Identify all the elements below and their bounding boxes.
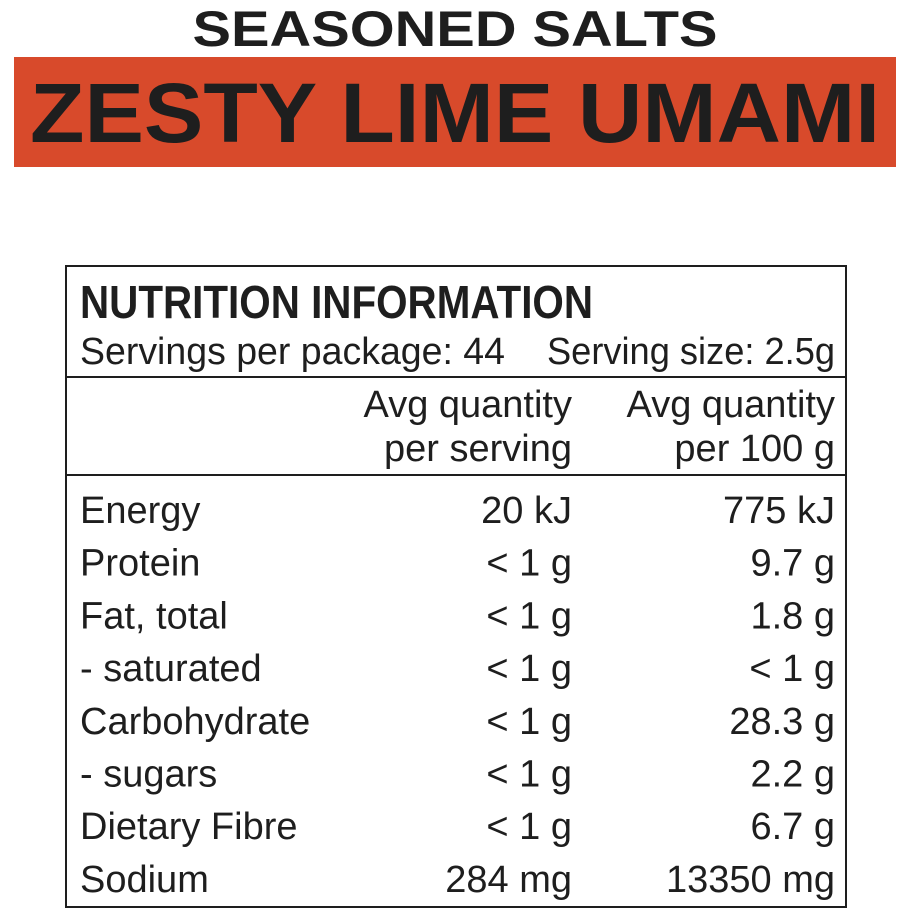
per-serving: < 1 g	[486, 806, 572, 848]
per-100g: < 1 g	[749, 648, 835, 690]
per-100g: 6.7 g	[750, 806, 835, 848]
nutrient-name: Sodium	[80, 859, 209, 901]
nutrient-name: Carbohydrate	[80, 701, 310, 743]
per-100g: 9.7 g	[750, 543, 835, 585]
nutrient-name: Fat, total	[80, 595, 228, 637]
table-title: NUTRITION INFORMATION	[80, 276, 593, 328]
per-serving: < 1 g	[486, 701, 572, 743]
per-serving: 284 mg	[445, 859, 572, 901]
per-100g: 1.8 g	[750, 595, 835, 637]
column-header: Avg quantity	[364, 384, 572, 426]
title-band	[14, 57, 896, 167]
title: ZESTY LIME UMAMI	[30, 66, 880, 160]
subtitle: SEASONED SALTS	[193, 1, 718, 57]
nutrient-name: - sugars	[80, 754, 217, 796]
table-border	[65, 265, 847, 908]
column-header: per serving	[384, 428, 572, 470]
nutrient-name: - saturated	[80, 648, 262, 690]
per-serving: 20 kJ	[481, 490, 572, 532]
per-serving: < 1 g	[486, 543, 572, 585]
per-serving: < 1 g	[486, 648, 572, 690]
per-100g: 28.3 g	[729, 701, 835, 743]
per-serving: < 1 g	[486, 595, 572, 637]
column-header: Avg quantity	[627, 384, 835, 426]
nutrient-name: Protein	[80, 543, 200, 585]
nutrient-name: Dietary Fibre	[80, 806, 298, 848]
per-100g: 13350 mg	[666, 859, 835, 901]
serving-size: Serving size: 2.5g	[547, 331, 835, 373]
per-100g: 2.2 g	[750, 754, 835, 796]
per-100g: 775 kJ	[723, 490, 835, 532]
column-header: per 100 g	[674, 428, 835, 470]
per-serving: < 1 g	[486, 754, 572, 796]
servings: Servings per package: 44	[80, 331, 505, 373]
nutrient-name: Energy	[80, 490, 200, 532]
